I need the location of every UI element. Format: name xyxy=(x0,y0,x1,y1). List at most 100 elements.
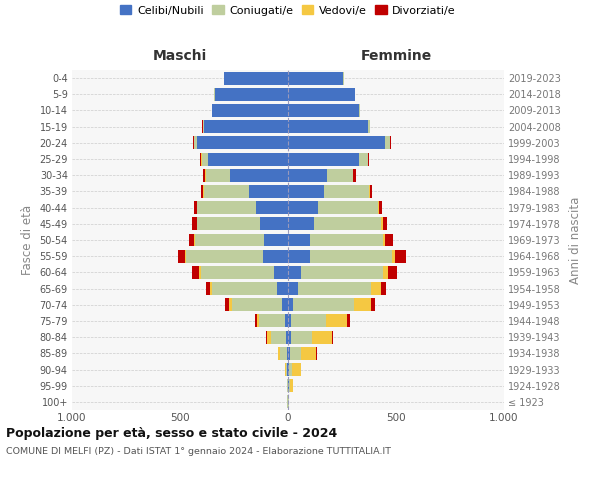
Bar xyxy=(200,152,201,166)
Bar xyxy=(314,218,381,230)
Bar xyxy=(271,330,286,344)
Bar xyxy=(263,250,288,262)
Bar xyxy=(368,120,370,133)
Bar xyxy=(310,234,383,246)
Bar xyxy=(215,88,288,101)
Bar xyxy=(288,282,298,295)
Bar xyxy=(193,218,197,230)
Bar xyxy=(204,120,288,133)
Bar xyxy=(229,298,232,311)
Bar xyxy=(353,169,356,181)
Bar xyxy=(268,330,271,344)
Bar xyxy=(301,266,383,279)
Bar xyxy=(395,250,406,262)
Legend: Celibi/Nubili, Coniugati/e, Vedovi/e, Divorziati/e: Celibi/Nubili, Coniugati/e, Vedovi/e, Di… xyxy=(116,1,460,20)
Bar xyxy=(204,185,249,198)
Bar xyxy=(206,282,210,295)
Y-axis label: Fasce di età: Fasce di età xyxy=(21,205,34,275)
Bar xyxy=(288,104,359,117)
Bar xyxy=(288,201,318,214)
Bar xyxy=(385,234,393,246)
Bar xyxy=(266,330,268,344)
Bar xyxy=(287,363,288,376)
Bar xyxy=(286,330,288,344)
Bar xyxy=(371,282,381,295)
Bar xyxy=(392,250,395,262)
Bar xyxy=(318,201,377,214)
Bar xyxy=(197,201,256,214)
Bar xyxy=(249,185,288,198)
Bar xyxy=(208,152,288,166)
Bar xyxy=(288,88,355,101)
Bar xyxy=(288,152,359,166)
Bar xyxy=(280,347,287,360)
Bar xyxy=(298,282,371,295)
Bar xyxy=(316,347,317,360)
Bar xyxy=(197,136,288,149)
Bar xyxy=(388,266,397,279)
Bar xyxy=(187,250,263,262)
Bar xyxy=(359,104,360,117)
Bar xyxy=(195,234,264,246)
Bar xyxy=(385,136,389,149)
Bar xyxy=(369,185,370,198)
Bar xyxy=(288,169,327,181)
Text: Maschi: Maschi xyxy=(153,48,207,62)
Bar xyxy=(290,347,301,360)
Bar xyxy=(293,298,354,311)
Bar xyxy=(232,298,281,311)
Bar xyxy=(264,234,288,246)
Bar xyxy=(383,218,387,230)
Bar xyxy=(288,347,290,360)
Bar xyxy=(259,314,285,328)
Bar xyxy=(281,298,288,311)
Bar xyxy=(301,347,316,360)
Bar xyxy=(289,379,290,392)
Bar xyxy=(189,234,194,246)
Bar xyxy=(288,185,323,198)
Bar xyxy=(371,298,375,311)
Bar xyxy=(347,314,350,328)
Bar xyxy=(202,152,208,166)
Bar xyxy=(226,298,229,311)
Bar xyxy=(278,347,280,360)
Bar xyxy=(288,72,343,85)
Bar xyxy=(284,363,286,376)
Bar xyxy=(288,218,314,230)
Bar xyxy=(185,250,187,262)
Bar xyxy=(199,266,200,279)
Bar xyxy=(201,185,203,198)
Bar xyxy=(210,282,212,295)
Bar xyxy=(288,363,289,376)
Bar xyxy=(310,250,392,262)
Bar xyxy=(288,136,385,149)
Bar xyxy=(285,314,288,328)
Bar xyxy=(354,298,371,311)
Bar xyxy=(383,266,388,279)
Bar xyxy=(332,330,334,344)
Bar xyxy=(193,266,199,279)
Bar xyxy=(288,266,301,279)
Bar xyxy=(390,136,391,149)
Bar xyxy=(381,282,386,295)
Bar xyxy=(200,266,274,279)
Bar xyxy=(370,185,372,198)
Bar xyxy=(287,347,288,360)
Bar xyxy=(292,363,301,376)
Bar xyxy=(288,379,289,392)
Bar xyxy=(203,120,204,133)
Bar xyxy=(277,282,288,295)
Bar xyxy=(257,314,259,328)
Bar xyxy=(194,201,197,214)
Text: Femmine: Femmine xyxy=(361,48,431,62)
Y-axis label: Anni di nascita: Anni di nascita xyxy=(569,196,583,284)
Bar xyxy=(368,152,370,166)
Bar xyxy=(197,218,260,230)
Bar xyxy=(290,330,312,344)
Bar xyxy=(286,363,287,376)
Bar xyxy=(212,282,277,295)
Bar xyxy=(224,72,288,85)
Bar xyxy=(289,363,292,376)
Bar xyxy=(326,314,347,328)
Bar xyxy=(260,218,288,230)
